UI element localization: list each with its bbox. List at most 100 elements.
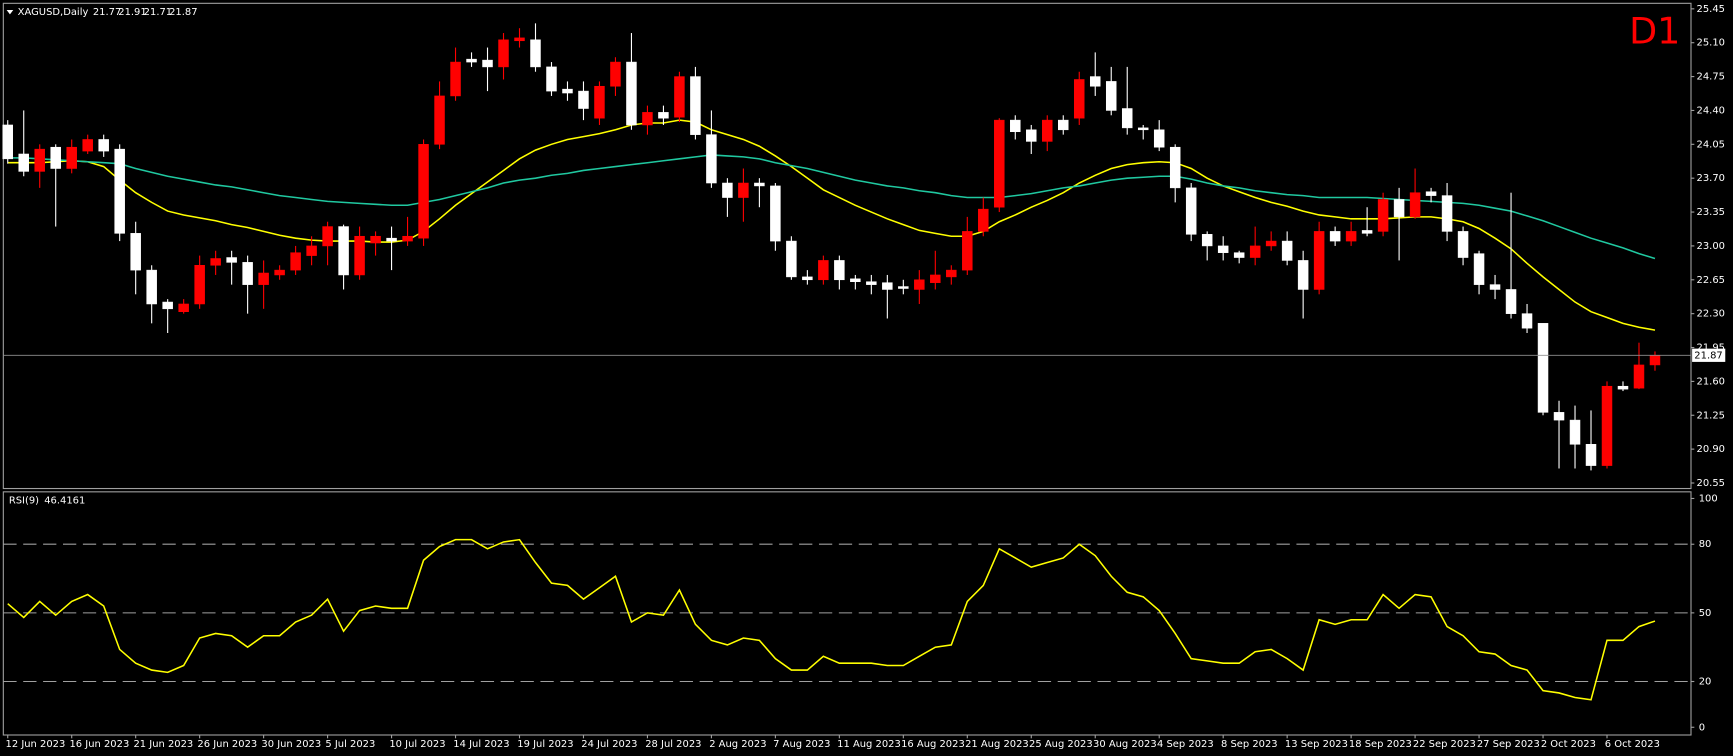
y-tick-label: 23.35 xyxy=(1697,207,1725,218)
last-price-box xyxy=(1692,348,1726,362)
candle-body xyxy=(258,272,269,285)
candle-body xyxy=(1505,289,1517,314)
x-tick-label: 19 Jul 2023 xyxy=(517,739,573,750)
y-tick-label: 50 xyxy=(1699,608,1712,619)
x-tick-label: 26 Jun 2023 xyxy=(197,739,257,750)
y-tick-label: 24.05 xyxy=(1697,139,1725,150)
x-tick-label: 24 Jul 2023 xyxy=(581,739,637,750)
candle-body xyxy=(290,252,301,271)
x-tick-label: 27 Sep 2023 xyxy=(1477,739,1540,750)
y-tick-label: 0 xyxy=(1699,722,1705,733)
candle-body xyxy=(882,282,893,290)
candle-body xyxy=(1617,385,1629,390)
y-tick-label: 25.45 xyxy=(1697,4,1725,15)
candle-body xyxy=(370,235,381,244)
candle-body xyxy=(1058,119,1069,131)
x-tick-label: 7 Aug 2023 xyxy=(773,739,830,750)
candle-body xyxy=(1521,313,1533,329)
candle-body xyxy=(1377,199,1389,232)
y-tick-label: 21.25 xyxy=(1697,410,1725,421)
timeframe-label: D1 xyxy=(1629,10,1680,53)
candle-body xyxy=(1313,231,1325,290)
candle-body xyxy=(162,301,173,310)
y-tick-label: 24.40 xyxy=(1697,105,1725,116)
candle-body xyxy=(1233,252,1245,258)
candle-body xyxy=(1153,129,1165,148)
y-tick-label: 23.70 xyxy=(1697,173,1725,184)
candle-body xyxy=(1185,187,1197,235)
rsi-title: RSI(9) xyxy=(9,496,39,507)
header-close: 21.87 xyxy=(169,7,197,18)
y-tick-label: 21.95 xyxy=(1697,343,1725,354)
candle-body xyxy=(1137,127,1149,131)
candle-body xyxy=(930,274,941,283)
candle-body xyxy=(1361,230,1373,234)
candle-body xyxy=(738,182,749,198)
moving-average xyxy=(7,154,1656,260)
candle-body xyxy=(1345,231,1357,242)
candle-body xyxy=(1425,191,1437,196)
candle-body xyxy=(1553,412,1565,421)
candle-body xyxy=(306,245,317,256)
candle-body xyxy=(1169,146,1181,189)
candle-body xyxy=(594,85,605,119)
x-tick-label: 30 Jun 2023 xyxy=(261,739,321,750)
y-tick-label: 23.00 xyxy=(1697,241,1725,252)
candle-body xyxy=(1393,199,1405,218)
candle-body xyxy=(786,240,797,278)
x-tick-label: 14 Jul 2023 xyxy=(453,739,509,750)
candle-body xyxy=(242,262,253,285)
candle-body xyxy=(226,257,237,263)
candle-body xyxy=(450,61,461,97)
x-tick-label: 21 Jun 2023 xyxy=(133,739,193,750)
candle-body xyxy=(322,226,333,247)
candle-body xyxy=(1249,245,1261,258)
candle-body xyxy=(1217,245,1229,253)
x-tick-label: 25 Aug 2023 xyxy=(1029,739,1093,750)
x-tick-label: 2 Aug 2023 xyxy=(709,739,766,750)
candle-body xyxy=(1409,192,1421,218)
x-tick-label: 6 Oct 2023 xyxy=(1605,739,1660,750)
candle-body xyxy=(1010,119,1021,133)
candle-body xyxy=(546,66,557,92)
candle-body xyxy=(802,276,813,281)
candle-body xyxy=(1073,79,1085,119)
candle-body xyxy=(34,148,45,172)
candle-body xyxy=(1601,385,1613,466)
candle-body xyxy=(1105,81,1117,111)
candle-body xyxy=(1569,419,1581,445)
y-tick-label: 22.30 xyxy=(1697,309,1725,320)
candle-body xyxy=(2,124,13,160)
candle-body xyxy=(98,139,109,152)
candle-body xyxy=(1585,444,1597,466)
candle-body xyxy=(1473,253,1485,285)
menu-arrow[interactable] xyxy=(6,9,14,15)
candle-body xyxy=(1649,354,1661,366)
y-tick-label: 20.55 xyxy=(1697,478,1725,489)
candle-body xyxy=(994,119,1005,208)
x-tick-label: 21 Aug 2023 xyxy=(965,739,1029,750)
x-tick-label: 22 Sep 2023 xyxy=(1413,739,1476,750)
x-tick-label: 5 Jul 2023 xyxy=(325,739,375,750)
y-tick-label: 22.65 xyxy=(1697,275,1725,286)
candle-body xyxy=(898,286,909,289)
candle-body xyxy=(1537,323,1549,413)
candle-body xyxy=(66,146,77,169)
x-tick-label: 11 Aug 2023 xyxy=(837,739,901,750)
candle-body xyxy=(1121,108,1133,129)
candle-body xyxy=(482,59,493,68)
candle-body xyxy=(610,61,621,87)
candle-body xyxy=(642,112,653,126)
candle-body xyxy=(274,269,285,276)
candle-body xyxy=(866,281,877,285)
x-tick-label: 8 Sep 2023 xyxy=(1221,739,1278,750)
header-open: 21.77 xyxy=(93,7,121,18)
candle-body xyxy=(1441,195,1453,232)
y-tick-label: 24.75 xyxy=(1697,72,1725,83)
y-tick-label: 20 xyxy=(1699,677,1712,688)
candle-body xyxy=(386,237,397,242)
x-tick-label: 16 Aug 2023 xyxy=(901,739,965,750)
candle-body xyxy=(434,95,445,145)
candle-body xyxy=(1489,284,1501,290)
